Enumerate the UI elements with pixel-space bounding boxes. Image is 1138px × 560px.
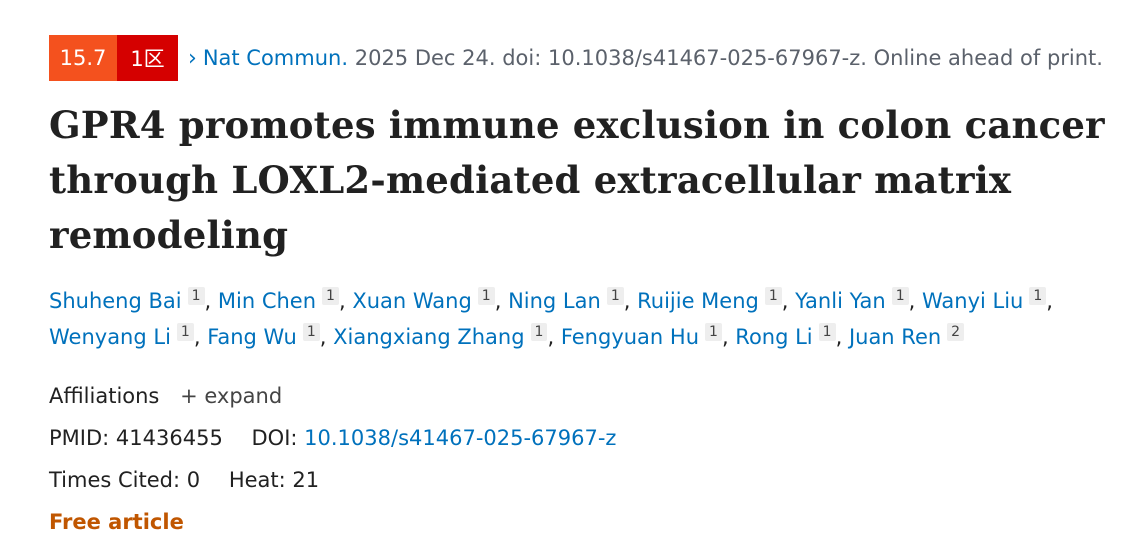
free-article-link[interactable]: Free article <box>49 510 184 534</box>
separator: , <box>338 289 353 313</box>
separator: , <box>835 325 849 349</box>
affiliations-label: Affiliations <box>49 384 160 408</box>
doi-label: DOI: <box>251 426 298 450</box>
heat-label: Heat: <box>228 468 286 492</box>
article-header: 15.7 1区 › Nat Commun. 2025 Dec 24. doi: … <box>49 35 1118 539</box>
author-link[interactable]: Min Chen <box>217 289 317 313</box>
affiliation-number[interactable]: 1 <box>187 287 205 305</box>
author-link[interactable]: Shuheng Bai <box>49 289 182 313</box>
affiliations-row: Affiliations + expand <box>49 379 1118 413</box>
affiliation-number[interactable]: 1 <box>530 323 548 341</box>
affiliation-number[interactable]: 2 <box>947 323 965 341</box>
separator: , <box>494 289 509 313</box>
separator: , <box>193 325 208 349</box>
times-cited-value: 0 <box>186 468 201 492</box>
author-link[interactable]: Fengyuan Hu <box>560 325 700 349</box>
chevron-right-icon: › <box>188 45 197 71</box>
author-link[interactable]: Wanyi Liu <box>921 289 1024 313</box>
zone-badge: 1区 <box>117 35 178 81</box>
free-article-row: Free article <box>49 505 1118 539</box>
affiliation-number[interactable]: 1 <box>891 287 909 305</box>
author-list: Shuheng Bai 1, Min Chen 1, Xuan Wang 1, Nin… <box>49 283 1118 355</box>
citation-details: 2025 Dec 24. doi: 10.1038/s41467-025-679… <box>354 46 1103 70</box>
affiliation-number[interactable]: 1 <box>176 323 194 341</box>
affiliation-number[interactable]: 1 <box>764 287 782 305</box>
expand-label: expand <box>204 384 283 408</box>
separator: , <box>623 289 638 313</box>
separator: , <box>908 289 922 313</box>
affiliation-number[interactable]: 1 <box>606 287 624 305</box>
separator: , <box>204 289 218 313</box>
journal-link[interactable]: Nat Commun. <box>202 46 349 70</box>
article-title: GPR4 promotes immune exclusion in colon … <box>49 103 1105 257</box>
affiliation-number[interactable]: 1 <box>705 323 722 341</box>
impact-factor-badge: 15.7 <box>49 35 117 81</box>
separator: , <box>1046 289 1053 313</box>
affiliation-number[interactable]: 1 <box>302 323 320 341</box>
affiliation-number[interactable]: 1 <box>477 287 495 305</box>
author-link[interactable]: Fang Wu <box>207 325 297 349</box>
author-link[interactable]: Yanli Yan <box>795 289 886 313</box>
affiliation-number[interactable]: 1 <box>818 323 836 341</box>
author-link[interactable]: Juan Ren <box>848 325 942 349</box>
doi-link[interactable]: 10.1038/s41467-025-67967-z <box>304 426 617 450</box>
separator: , <box>721 325 736 349</box>
separator: , <box>547 325 561 349</box>
citation-line: 15.7 1区 › Nat Commun. 2025 Dec 24. doi: … <box>49 35 1118 81</box>
pmid-label: PMID: <box>49 426 110 450</box>
author-link[interactable]: Xiangxiang Zhang <box>333 325 525 349</box>
affiliation-number[interactable]: 1 <box>322 287 339 305</box>
author-link[interactable]: Wenyang Li <box>49 325 171 349</box>
affiliation-number[interactable]: 1 <box>1029 287 1047 305</box>
author-link[interactable]: Xuan Wang <box>352 289 472 313</box>
author-link[interactable]: Rong Li <box>735 325 813 349</box>
separator: , <box>781 289 796 313</box>
separator: , <box>319 325 334 349</box>
expand-affiliations-button[interactable]: + expand <box>180 384 282 408</box>
ids-row: PMID: 41436455 DOI: 10.1038/s41467-025-6… <box>49 421 1118 455</box>
author-link[interactable]: Ruijie Meng <box>637 289 759 313</box>
times-cited-label: Times Cited: <box>49 468 181 492</box>
author-link[interactable]: Ning Lan <box>508 289 601 313</box>
plus-icon: + <box>180 384 198 408</box>
heat-value: 21 <box>292 468 320 492</box>
pmid-value: 41436455 <box>115 426 223 450</box>
metrics-row: Times Cited: 0 Heat: 21 <box>49 463 1118 497</box>
